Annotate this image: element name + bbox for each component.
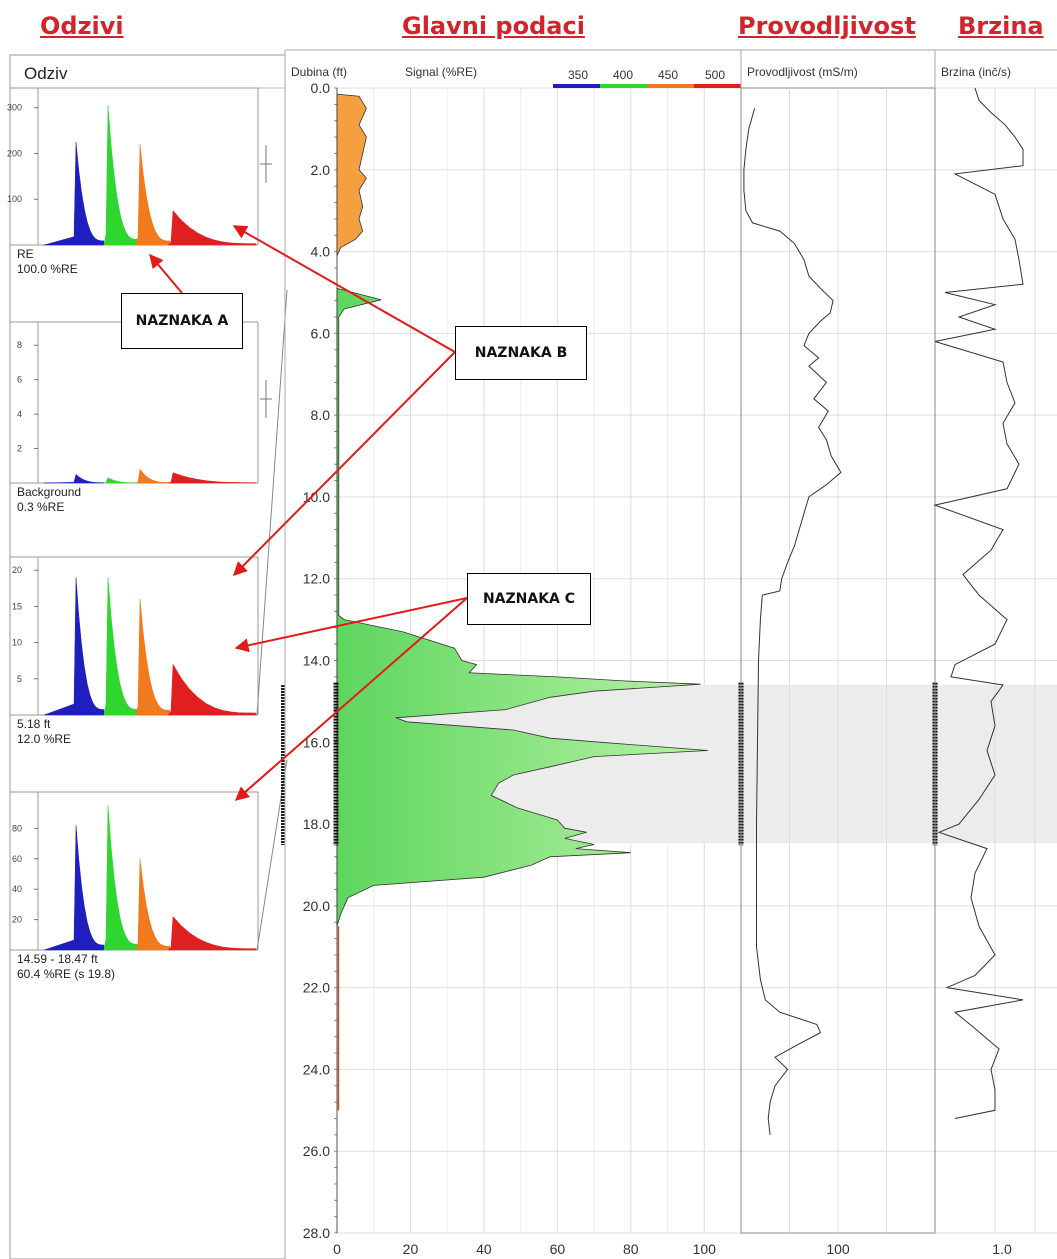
legend-swatch-0 xyxy=(553,84,600,88)
main-ytick-0: 0.0 xyxy=(311,80,331,96)
legend-swatch-3 xyxy=(694,84,741,88)
main-ytick-7: 14.0 xyxy=(303,653,330,669)
response-band-3-3 xyxy=(167,915,257,951)
response-ytick-3-2: 60 xyxy=(12,854,22,864)
response-ytick-1-0: 2 xyxy=(17,444,22,454)
main-xtick-0: 0 xyxy=(333,1241,341,1257)
callout-a: NAZNAKA A xyxy=(121,293,243,349)
main-ytick-13: 26.0 xyxy=(303,1143,330,1159)
response-band-0-3 xyxy=(167,210,257,246)
conductivity-label: Provodljivost (mS/m) xyxy=(747,65,858,79)
main-xtick-2: 40 xyxy=(476,1241,492,1257)
response-band-1-3 xyxy=(167,472,257,484)
response-ytick-3-0: 20 xyxy=(12,915,22,925)
callout-c: NAZNAKA C xyxy=(467,573,591,625)
connector-line-a xyxy=(256,289,288,716)
conductivity-line xyxy=(743,108,842,1135)
speed-label: Brzina (inč/s) xyxy=(941,65,1011,79)
response-value-3: 60.4 %RE (s 19.8) xyxy=(17,967,115,981)
response-band-0-2 xyxy=(135,144,171,246)
callout-arrow-4 xyxy=(234,597,468,801)
legend-swatch-2 xyxy=(647,84,694,88)
header-main-data: Glavni podaci xyxy=(402,12,585,40)
header-responses: Odzivi xyxy=(40,12,124,40)
response-band-3-0 xyxy=(43,825,105,951)
responses-title: Odziv xyxy=(24,64,68,83)
header-conductivity: Provodljivost xyxy=(738,12,916,40)
main-ytick-3: 6.0 xyxy=(311,325,331,341)
response-ytick-2-2: 15 xyxy=(12,601,22,611)
speed-xtick: 1.0 xyxy=(992,1241,1012,1257)
response-caption-2: 5.18 ft xyxy=(17,717,51,731)
main-ytick-2: 4.0 xyxy=(311,244,331,260)
main-ytick-8: 16.0 xyxy=(303,734,330,750)
legend-label-2: 450 xyxy=(658,68,678,82)
main-xtick-4: 80 xyxy=(623,1241,639,1257)
response-band-1-2 xyxy=(135,468,171,484)
legend-label-0: 350 xyxy=(568,68,588,82)
response-ytick-0-0: 100 xyxy=(7,194,22,204)
response-ytick-3-1: 40 xyxy=(12,884,22,894)
speed-line xyxy=(933,87,1024,1119)
response-caption-1: Background xyxy=(17,485,81,499)
response-ytick-2-3: 20 xyxy=(12,565,22,575)
response-ytick-1-3: 8 xyxy=(17,340,22,350)
response-ytick-2-0: 5 xyxy=(17,674,22,684)
callout-arrow-1 xyxy=(232,225,456,353)
signal-area-green xyxy=(336,287,708,927)
response-ytick-1-2: 6 xyxy=(17,375,22,385)
callout-arrow-2 xyxy=(233,351,456,576)
response-band-3-2 xyxy=(135,858,171,951)
responses-frame xyxy=(9,54,286,1259)
signal-area-orange xyxy=(336,93,367,256)
main-ytick-6: 12.0 xyxy=(303,571,330,587)
legend-swatch-1 xyxy=(600,84,647,88)
response-value-1: 0.3 %RE xyxy=(17,500,64,514)
response-band-2-2 xyxy=(135,599,171,716)
main-ytick-9: 18.0 xyxy=(303,816,330,832)
response-band-2-3 xyxy=(167,663,257,716)
main-xtick-1: 20 xyxy=(403,1241,419,1257)
main-ytick-11: 22.0 xyxy=(303,980,330,996)
response-ytick-0-1: 200 xyxy=(7,148,22,158)
main-xtick-3: 60 xyxy=(550,1241,566,1257)
header-speed: Brzina xyxy=(958,12,1044,40)
main-ytick-5: 10.0 xyxy=(303,489,330,505)
response-ytick-3-3: 80 xyxy=(12,823,22,833)
main-xtick-5: 100 xyxy=(693,1241,717,1257)
response-caption-0: RE xyxy=(17,247,34,261)
main-ytick-12: 24.0 xyxy=(303,1061,330,1077)
legend-label-3: 500 xyxy=(705,68,725,82)
response-band-0-0 xyxy=(43,142,105,246)
main-xlabel: Signal (%RE) xyxy=(405,65,477,79)
response-value-0: 100.0 %RE xyxy=(17,262,78,276)
response-band-1-0 xyxy=(43,473,105,484)
response-caption-3: 14.59 - 18.47 ft xyxy=(17,952,98,966)
callout-b: NAZNAKA B xyxy=(455,326,587,380)
response-value-2: 12.0 %RE xyxy=(17,732,71,746)
main-ytick-10: 20.0 xyxy=(303,898,330,914)
main-ytick-1: 2.0 xyxy=(311,162,331,178)
main-ytick-14: 28.0 xyxy=(303,1225,330,1241)
callout-arrow-0 xyxy=(149,253,183,294)
main-ytick-4: 8.0 xyxy=(311,407,331,423)
response-band-0-1 xyxy=(103,105,139,246)
response-band-2-0 xyxy=(43,577,105,716)
conductivity-xtick: 100 xyxy=(826,1241,850,1257)
response-band-3-1 xyxy=(103,805,139,951)
main-ylabel: Dubina (ft) xyxy=(291,65,347,79)
response-ytick-0-2: 300 xyxy=(7,103,22,113)
response-ytick-1-1: 4 xyxy=(17,409,22,419)
legend-label-1: 400 xyxy=(613,68,633,82)
callout-arrow-3 xyxy=(234,597,468,653)
response-ytick-2-1: 10 xyxy=(12,638,22,648)
